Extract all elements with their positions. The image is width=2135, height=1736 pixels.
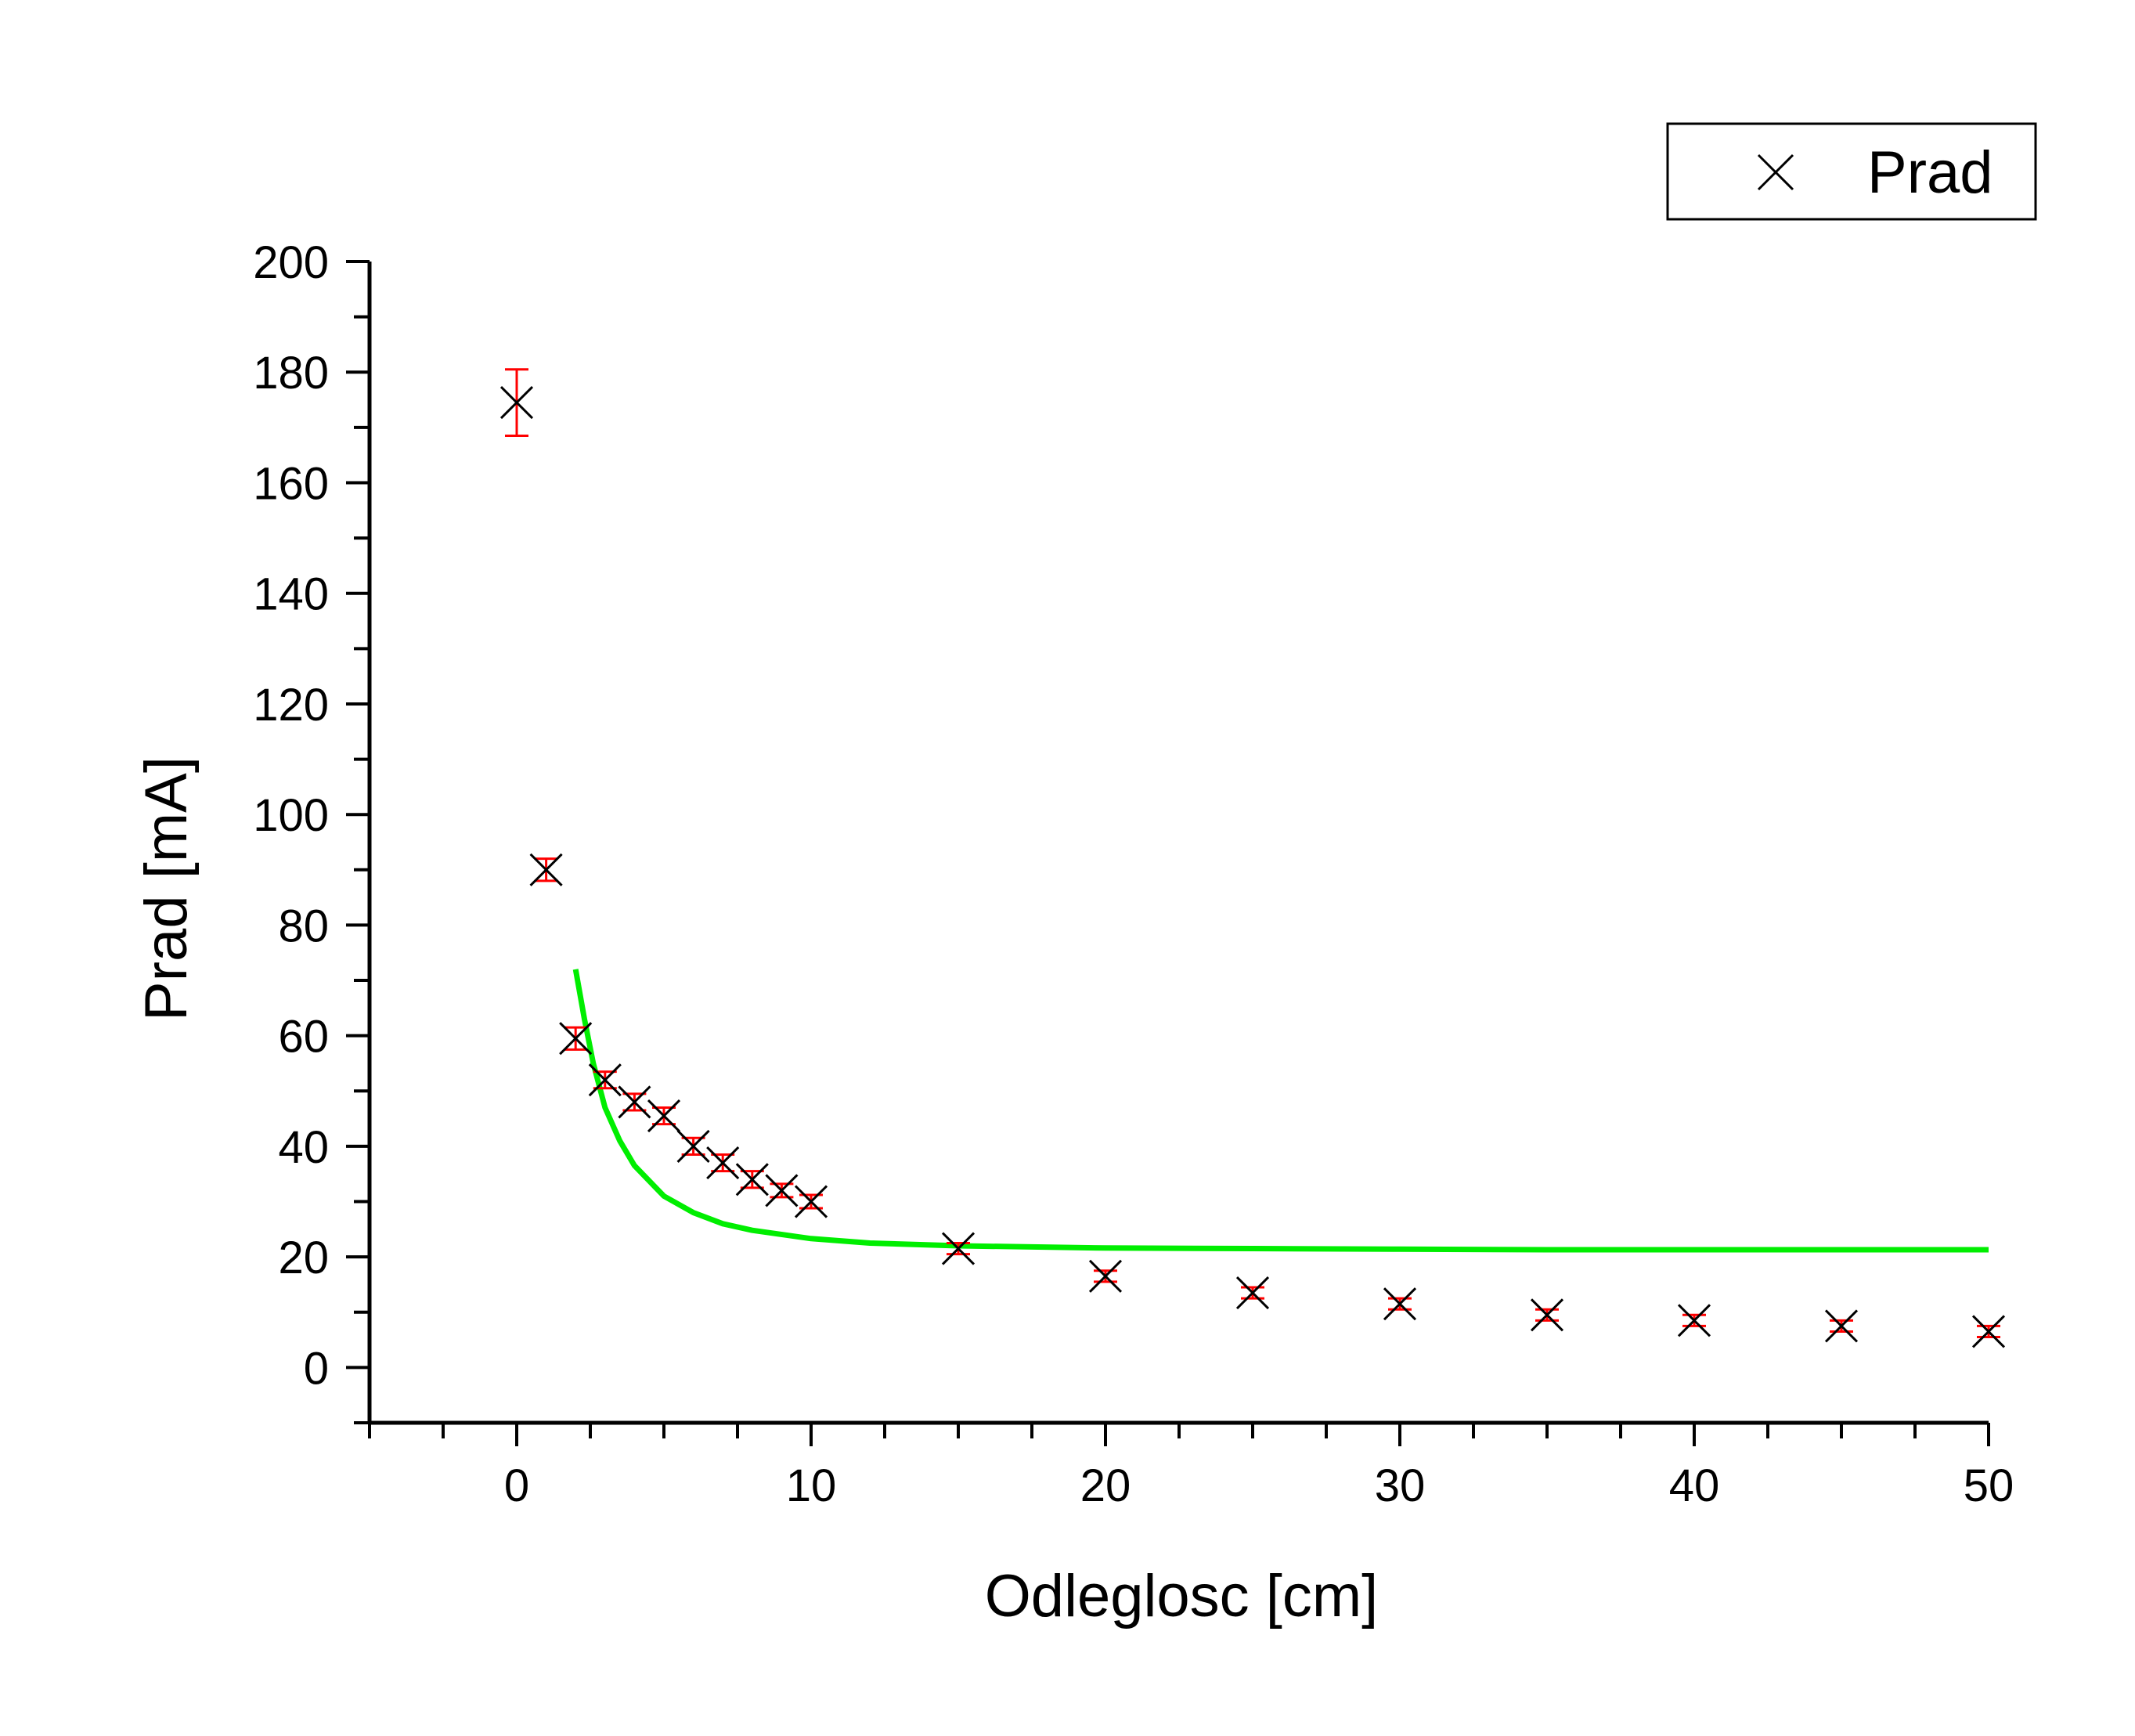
x-tick-label: 0 bbox=[504, 1460, 529, 1511]
data-point bbox=[735, 1163, 769, 1196]
x-tick-label: 30 bbox=[1375, 1460, 1426, 1511]
data-point bbox=[941, 1232, 976, 1265]
data-point bbox=[676, 1129, 710, 1163]
x-tick-label: 40 bbox=[1669, 1460, 1720, 1511]
data-point bbox=[1235, 1276, 1270, 1310]
legend-box bbox=[1666, 122, 2037, 221]
fit-curve bbox=[572, 969, 1989, 1253]
data-point bbox=[1088, 1259, 1123, 1293]
data-point bbox=[499, 386, 534, 420]
data-point bbox=[1677, 1304, 1711, 1337]
y-tick-label: 100 bbox=[253, 790, 329, 841]
y-axis-ticks: 0 20 40 60 80 100 120 140 160 180 200 bbox=[253, 237, 370, 1424]
y-tick-label: 0 bbox=[304, 1343, 329, 1394]
data-point bbox=[706, 1146, 740, 1180]
data-point bbox=[1383, 1287, 1417, 1321]
x-axis-ticks: 0 10 20 30 40 50 bbox=[368, 1423, 2014, 1511]
y-axis-title: Prad [mA] bbox=[133, 756, 200, 1021]
y-tick-label: 20 bbox=[278, 1233, 329, 1283]
data-point bbox=[1971, 1315, 2006, 1348]
data-point bbox=[618, 1085, 651, 1119]
data-point bbox=[529, 853, 563, 886]
x-tick-label: 50 bbox=[1964, 1460, 2014, 1511]
data-point bbox=[765, 1174, 799, 1207]
data-point bbox=[1824, 1309, 1859, 1343]
y-tick-label: 140 bbox=[253, 569, 329, 620]
y-tick-label: 160 bbox=[253, 458, 329, 509]
x-tick-label: 20 bbox=[1080, 1460, 1131, 1511]
y-tick-label: 120 bbox=[253, 680, 329, 731]
y-tick-label: 180 bbox=[253, 348, 329, 399]
data-point bbox=[588, 1063, 622, 1097]
legend: Prad bbox=[1666, 122, 2037, 221]
y-tick-label: 40 bbox=[278, 1122, 329, 1173]
y-tick-label: 60 bbox=[278, 1012, 329, 1063]
x-axis-title: Odleglosc [cm] bbox=[985, 1563, 1379, 1630]
data-point bbox=[559, 1022, 593, 1056]
fit-curve-layer bbox=[572, 969, 1989, 1253]
y-tick-label: 200 bbox=[253, 237, 329, 288]
y-tick-label: 80 bbox=[278, 900, 329, 951]
markers-layer bbox=[499, 386, 2006, 1348]
legend-label: Prad bbox=[1867, 139, 1993, 206]
data-point bbox=[1530, 1298, 1564, 1332]
data-point bbox=[794, 1185, 828, 1218]
legend-marker bbox=[1757, 153, 1794, 191]
data-point bbox=[647, 1099, 681, 1133]
x-tick-label: 10 bbox=[786, 1460, 837, 1511]
